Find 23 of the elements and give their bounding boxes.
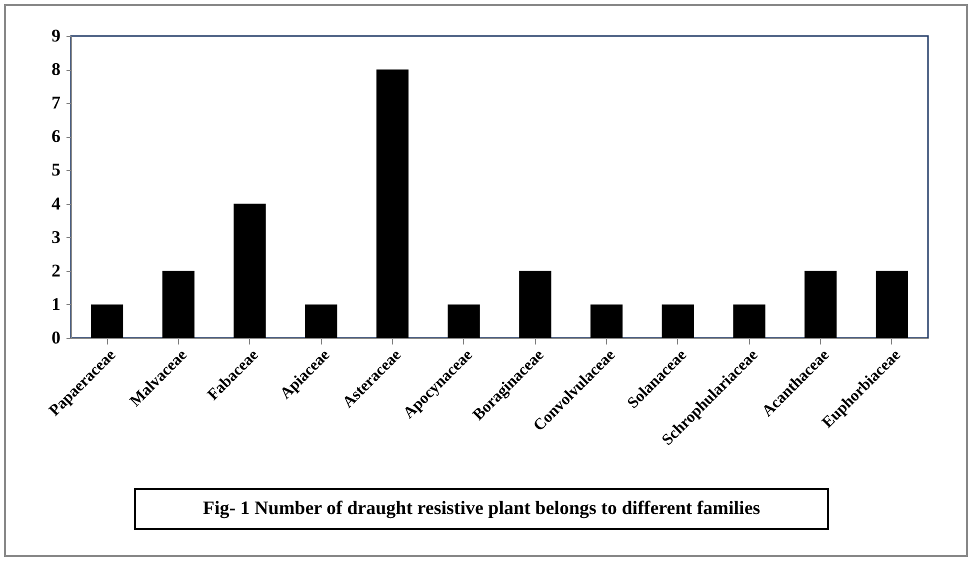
bar (876, 270, 908, 338)
bar (234, 204, 266, 338)
y-tick-label: 3 (52, 226, 60, 247)
bar (305, 304, 338, 338)
bar (90, 304, 124, 338)
bar (448, 304, 480, 338)
y-tick-label: 9 (52, 26, 60, 46)
y-tick-label: 1 (52, 294, 60, 314)
y-tick-label: 4 (52, 193, 60, 214)
y-tick-label: 8 (52, 59, 60, 80)
y-tick-label: 5 (52, 160, 60, 180)
bar (376, 70, 409, 338)
y-tick-label: 0 (52, 328, 60, 348)
bar (519, 270, 552, 338)
y-tick-label: 2 (52, 260, 60, 280)
bar (162, 270, 194, 338)
text: Fig- 1 Number of draught resistive plant belongs to different families (134, 488, 829, 530)
y-tick-label: 7 (52, 92, 60, 113)
bar (662, 304, 694, 338)
bar (733, 304, 766, 338)
y-tick-label: 6 (52, 126, 60, 146)
bar (804, 270, 837, 338)
bar (590, 304, 623, 338)
